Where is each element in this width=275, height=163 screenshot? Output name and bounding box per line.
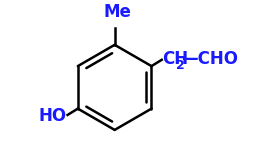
Text: —CHO: —CHO	[181, 50, 238, 68]
Text: CH: CH	[163, 50, 189, 68]
Text: HO: HO	[39, 107, 67, 125]
Text: 2: 2	[176, 59, 184, 72]
Text: Me: Me	[103, 3, 131, 21]
